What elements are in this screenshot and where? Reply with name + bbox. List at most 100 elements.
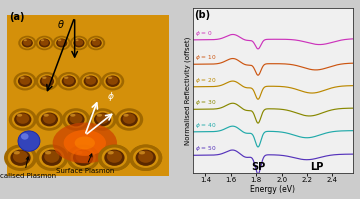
Ellipse shape <box>60 74 78 88</box>
Ellipse shape <box>10 150 31 166</box>
Ellipse shape <box>17 114 22 117</box>
Ellipse shape <box>104 74 122 88</box>
Ellipse shape <box>76 151 82 154</box>
Ellipse shape <box>13 72 37 91</box>
Ellipse shape <box>70 114 76 117</box>
Ellipse shape <box>35 144 68 171</box>
Ellipse shape <box>69 113 82 124</box>
Ellipse shape <box>53 123 117 163</box>
Ellipse shape <box>14 113 31 126</box>
Ellipse shape <box>63 76 74 85</box>
Ellipse shape <box>41 39 44 41</box>
Ellipse shape <box>73 150 93 166</box>
Text: $\phi$: $\phi$ <box>107 90 115 102</box>
Ellipse shape <box>41 113 58 126</box>
Ellipse shape <box>79 72 102 91</box>
Ellipse shape <box>92 39 96 41</box>
Ellipse shape <box>138 151 153 163</box>
Text: $\phi$ = 30: $\phi$ = 30 <box>195 98 217 107</box>
Text: (b): (b) <box>194 10 210 20</box>
Ellipse shape <box>76 151 91 163</box>
Ellipse shape <box>12 111 33 128</box>
Ellipse shape <box>107 151 122 163</box>
Ellipse shape <box>44 114 49 117</box>
Ellipse shape <box>107 151 114 154</box>
Ellipse shape <box>23 39 27 41</box>
Ellipse shape <box>123 114 129 117</box>
Ellipse shape <box>58 39 66 46</box>
Ellipse shape <box>40 76 54 87</box>
Ellipse shape <box>107 151 122 163</box>
Ellipse shape <box>104 150 125 166</box>
Ellipse shape <box>104 150 125 166</box>
Ellipse shape <box>16 113 29 124</box>
Ellipse shape <box>43 113 56 124</box>
Ellipse shape <box>64 130 106 156</box>
X-axis label: Energy (eV): Energy (eV) <box>250 185 295 194</box>
Ellipse shape <box>71 147 96 168</box>
Ellipse shape <box>67 113 85 126</box>
Ellipse shape <box>40 39 49 46</box>
Ellipse shape <box>42 76 52 85</box>
Ellipse shape <box>94 113 111 126</box>
Ellipse shape <box>136 150 156 166</box>
Ellipse shape <box>56 38 67 48</box>
Ellipse shape <box>118 111 140 128</box>
Polygon shape <box>7 15 170 176</box>
Text: Localised Plasmon: Localised Plasmon <box>0 157 56 179</box>
Ellipse shape <box>38 74 56 88</box>
Ellipse shape <box>98 144 131 171</box>
Ellipse shape <box>107 76 118 85</box>
Ellipse shape <box>35 72 58 91</box>
Text: $\phi$ = 20: $\phi$ = 20 <box>195 76 217 85</box>
Ellipse shape <box>18 36 36 50</box>
Ellipse shape <box>92 111 113 128</box>
Ellipse shape <box>35 108 63 131</box>
Ellipse shape <box>65 111 87 128</box>
Ellipse shape <box>129 144 162 171</box>
Ellipse shape <box>70 36 88 50</box>
Ellipse shape <box>139 151 145 154</box>
Y-axis label: Normalised Reflectivity (offset): Normalised Reflectivity (offset) <box>184 36 190 145</box>
Ellipse shape <box>18 76 32 87</box>
Ellipse shape <box>39 147 64 168</box>
Ellipse shape <box>42 150 62 166</box>
Ellipse shape <box>9 108 37 131</box>
Ellipse shape <box>92 39 100 46</box>
Ellipse shape <box>20 76 30 85</box>
Ellipse shape <box>62 108 90 131</box>
Ellipse shape <box>138 151 153 163</box>
Ellipse shape <box>73 38 85 48</box>
Ellipse shape <box>16 74 34 88</box>
Ellipse shape <box>45 151 51 154</box>
Ellipse shape <box>96 113 109 124</box>
Ellipse shape <box>136 150 156 166</box>
Ellipse shape <box>133 147 158 168</box>
Ellipse shape <box>20 76 24 79</box>
Ellipse shape <box>4 144 37 171</box>
Ellipse shape <box>39 111 60 128</box>
Ellipse shape <box>86 76 90 79</box>
Ellipse shape <box>133 147 158 168</box>
Ellipse shape <box>57 72 80 91</box>
Ellipse shape <box>20 37 34 49</box>
Ellipse shape <box>42 76 46 79</box>
Ellipse shape <box>37 37 51 49</box>
Ellipse shape <box>85 76 96 85</box>
Ellipse shape <box>35 36 54 50</box>
Ellipse shape <box>75 39 78 41</box>
Ellipse shape <box>101 72 124 91</box>
Ellipse shape <box>105 76 120 87</box>
Ellipse shape <box>8 147 33 168</box>
Ellipse shape <box>102 147 127 168</box>
Ellipse shape <box>115 108 143 131</box>
Ellipse shape <box>89 108 117 131</box>
Ellipse shape <box>139 151 145 154</box>
Ellipse shape <box>62 76 76 87</box>
Ellipse shape <box>22 38 33 48</box>
Ellipse shape <box>82 74 100 88</box>
Ellipse shape <box>64 76 68 79</box>
Ellipse shape <box>98 144 131 171</box>
Ellipse shape <box>53 36 71 50</box>
Ellipse shape <box>107 151 114 154</box>
